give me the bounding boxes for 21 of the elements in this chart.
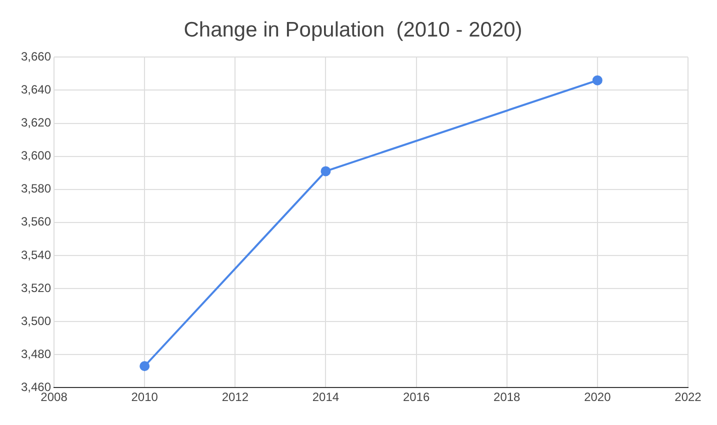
y-tick-label: 3,480 [21,346,52,361]
point [140,361,150,372]
x-tick-label: 2018 [494,390,521,404]
y-tick-label: 3,600 [21,148,52,163]
x-tick-label: 2020 [584,390,612,404]
point [320,166,331,176]
y-tick-label: 3,640 [21,82,52,97]
y-tick-label: 3,580 [21,182,52,196]
y-tick-label: 3,520 [21,280,52,295]
x-tick-label: 2012 [222,390,249,404]
y-tick-label: 3,660 [21,50,52,64]
y-tick-label: 3,560 [21,214,52,229]
y-tick-label: 3,620 [21,116,52,130]
x-tick-label: 2014 [312,390,340,404]
x-tick-label: 2010 [131,390,158,404]
x-tick-label: 2022 [674,390,702,404]
point [592,75,602,86]
y-tick-label: 3,540 [21,248,52,262]
x-tick-label: 2016 [402,390,430,404]
chart-title: Change in Population (2010 - 2020) [184,18,522,42]
y-tick-label: 3,500 [21,314,52,328]
